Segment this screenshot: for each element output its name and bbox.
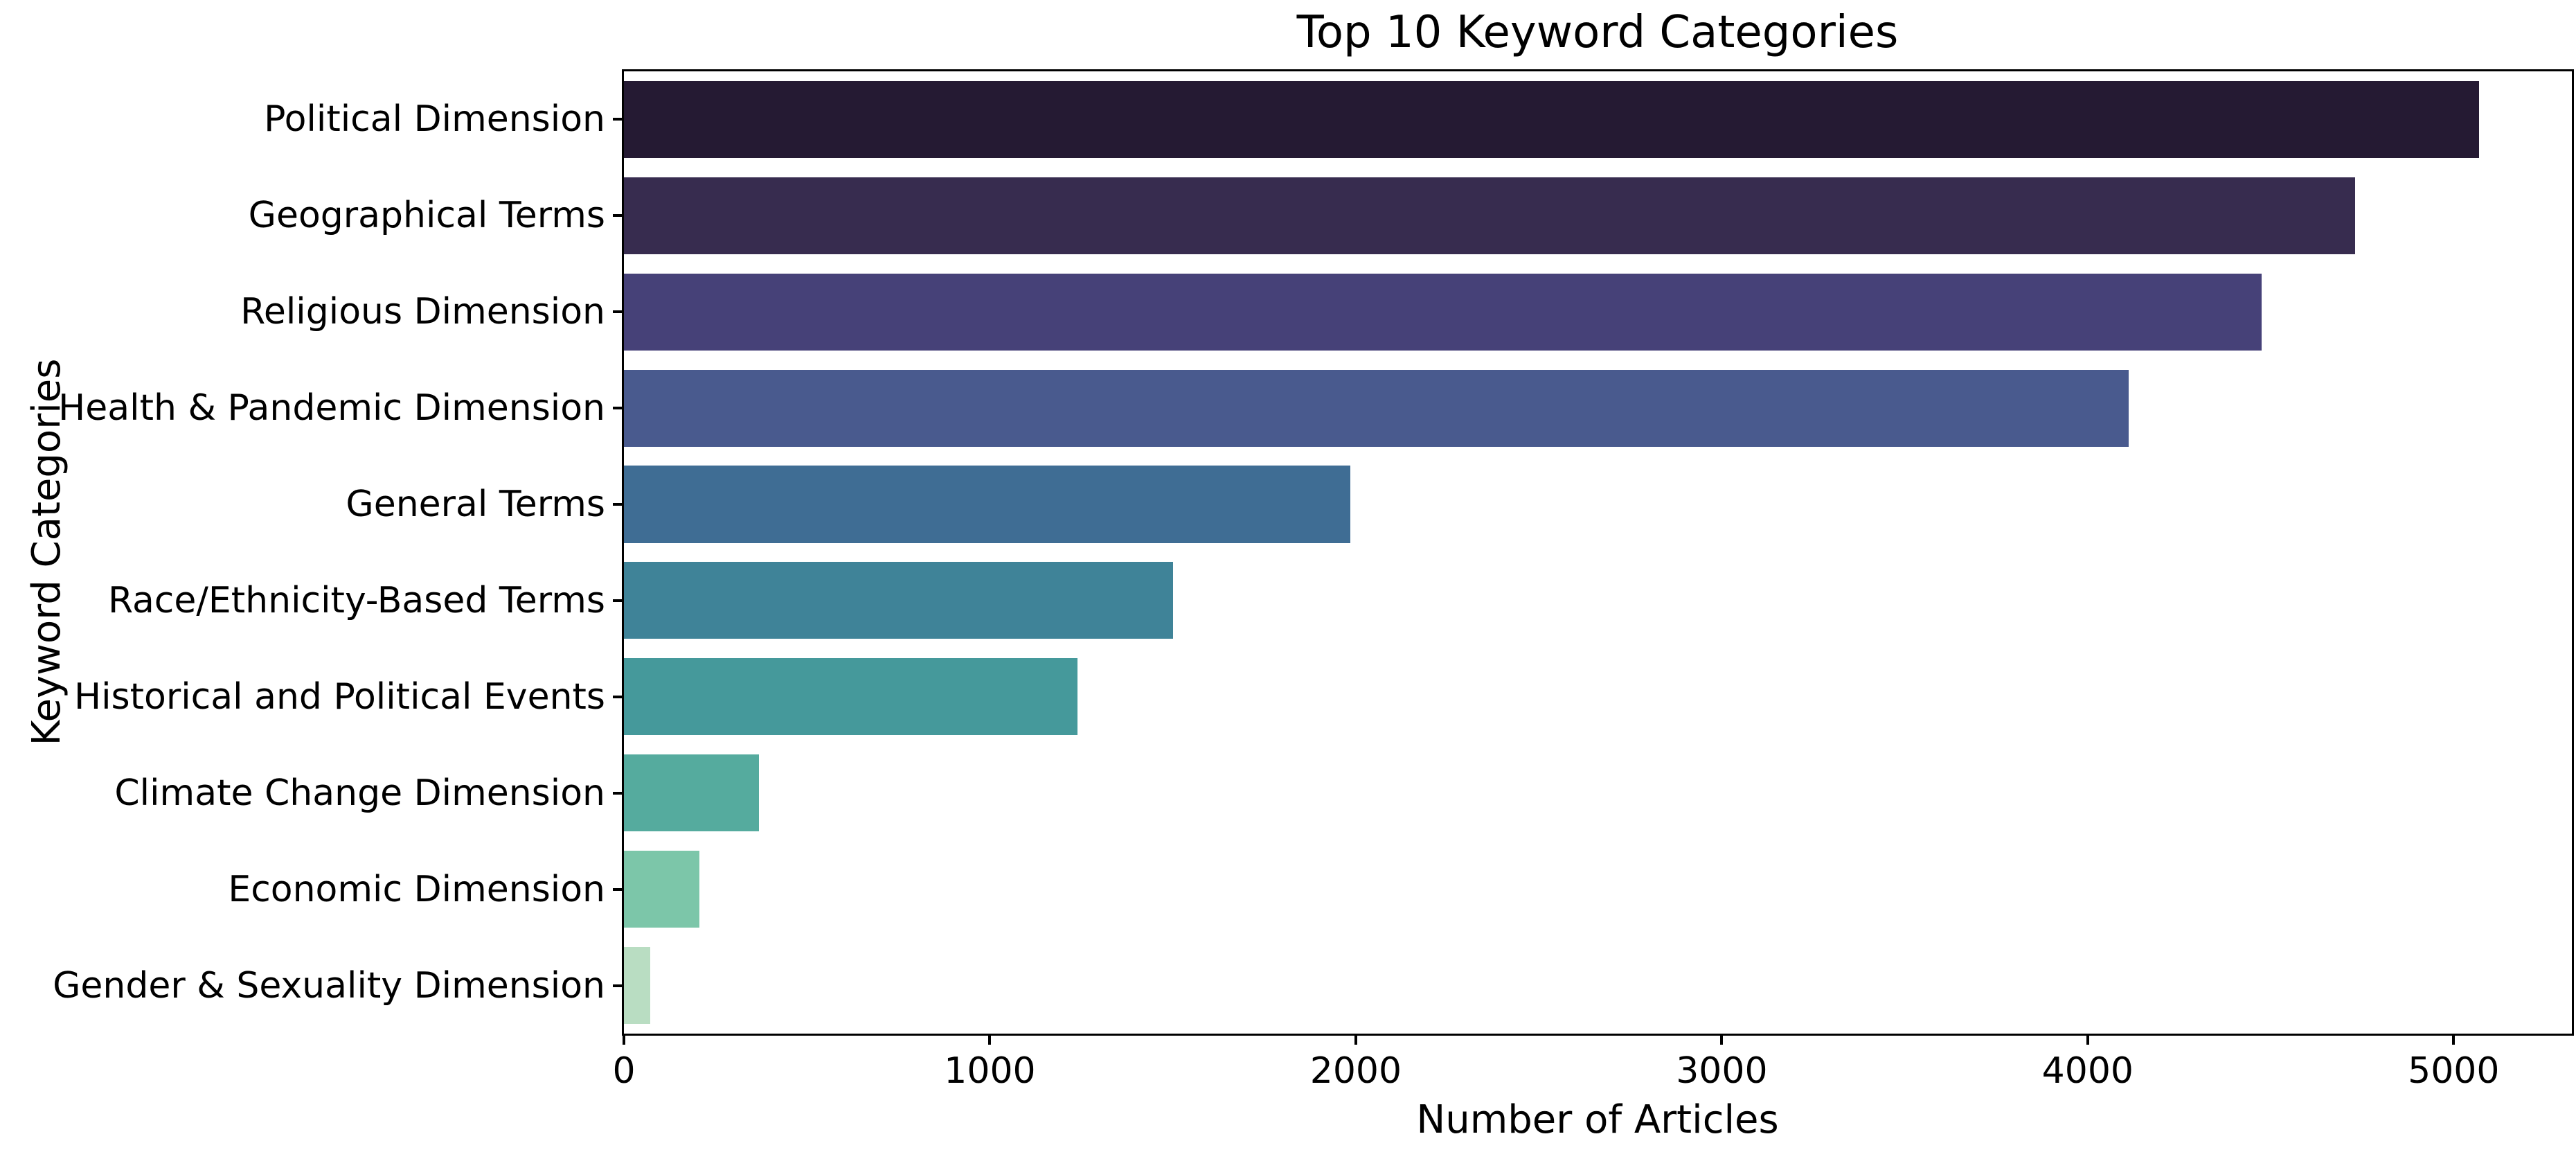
y-tick-label: Climate Change Dimension [114,772,605,814]
y-tick-label: Geographical Terms [248,195,605,237]
bar [624,851,700,928]
chart-title: Top 10 Keyword Categories [1296,7,1899,58]
x-axis-label: Number of Articles [1416,1097,1779,1142]
bar [624,754,759,832]
bar [624,562,1173,639]
y-tick-label: Race/Ethnicity-Based Terms [107,579,605,621]
y-tick-mark [613,984,623,987]
y-tick-label: General Terms [346,484,605,526]
x-tick-mark [1720,1034,1724,1045]
y-tick-mark [613,791,623,795]
y-tick-label: Economic Dimension [228,868,605,910]
bar [624,658,1078,736]
y-tick-mark [613,118,623,121]
bar [624,946,651,1025]
bar [624,80,2480,158]
y-tick-mark [613,310,623,314]
y-tick-label: Gender & Sexuality Dimension [53,964,605,1007]
y-tick-label: Health & Pandemic Dimension [58,387,605,430]
y-tick-label: Historical and Political Events [74,675,605,718]
y-tick-mark [613,887,623,891]
x-tick-label: 4000 [2041,1050,2134,1092]
y-tick-mark [613,695,623,698]
x-tick-mark [2086,1034,2089,1045]
bar [624,369,2129,447]
bar [624,273,2262,351]
y-tick-mark [613,503,623,506]
x-tick-label: 1000 [944,1050,1036,1092]
x-tick-label: 3000 [1676,1050,1768,1092]
bar [624,177,2355,254]
y-tick-mark [613,407,623,410]
x-tick-label: 0 [612,1050,636,1092]
x-tick-label: 5000 [2408,1050,2500,1092]
x-tick-mark [623,1034,625,1045]
x-tick-mark [1354,1034,1357,1045]
y-tick-mark [613,214,623,218]
plot-area [622,69,2574,1036]
y-tick-label: Political Dimension [264,98,605,141]
x-tick-mark [2452,1034,2456,1045]
y-tick-mark [613,599,623,602]
x-tick-mark [988,1034,992,1045]
bar [624,466,1350,543]
x-tick-label: 2000 [1309,1050,1402,1092]
y-tick-label: Religious Dimension [240,291,605,333]
